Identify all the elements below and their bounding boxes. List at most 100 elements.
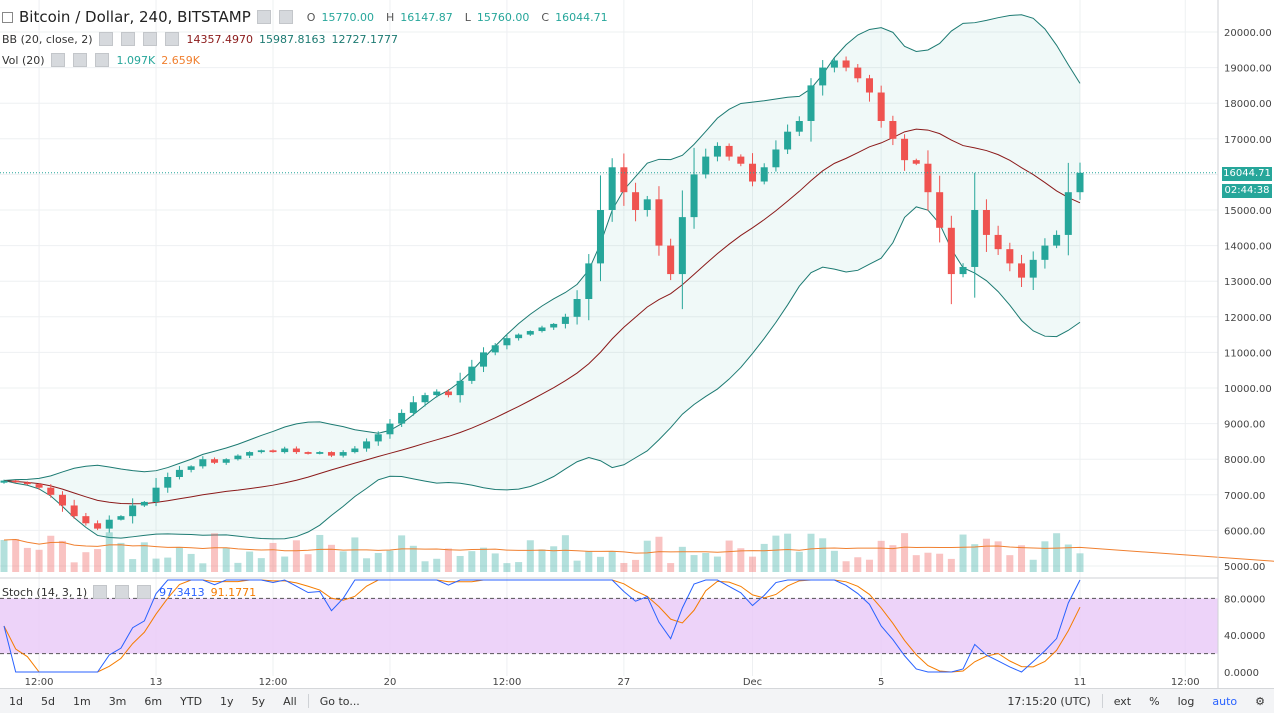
candle-body [538, 327, 546, 332]
volume-bar [573, 560, 581, 572]
ext-toggle[interactable]: ext [1113, 694, 1132, 708]
candle-body [433, 391, 441, 396]
volume-bar [643, 540, 651, 572]
volume-bar [620, 562, 628, 572]
volume-bar [503, 563, 511, 572]
add-icon[interactable] [142, 32, 157, 46]
toolbar-right: 17:15:20 (UTC) ext % log auto ⚙ [998, 694, 1274, 708]
candle-body [292, 448, 300, 453]
toolbar-divider [1101, 694, 1103, 708]
candle-body [35, 484, 43, 488]
volume-bar [971, 544, 979, 572]
percent-toggle[interactable]: % [1149, 694, 1160, 708]
range-1y[interactable]: 1y [220, 694, 234, 708]
price-tick-label: 5000.00 [1224, 562, 1265, 573]
candle-body [269, 450, 277, 453]
candle-body [889, 121, 897, 139]
candle-body [947, 227, 955, 275]
time-tick-label: 13 [150, 677, 163, 688]
candle-body [830, 60, 838, 68]
candle-body [865, 78, 873, 93]
range-6m[interactable]: 6m [144, 694, 163, 708]
volume-bar [444, 548, 452, 572]
volume-bar [737, 548, 745, 572]
settings-icon[interactable] [72, 53, 87, 67]
candle-body [842, 60, 850, 68]
vol-label: Vol (20) [2, 53, 45, 67]
candle-body [854, 67, 862, 79]
candle-body [1064, 192, 1072, 235]
time-tick-label: 12:00 [259, 677, 288, 688]
range-ytd[interactable]: YTD [180, 694, 203, 708]
candle-body [234, 455, 242, 460]
candle-body [281, 448, 289, 453]
volume-bar [561, 535, 569, 572]
candle-body [257, 450, 265, 453]
volume-bar [690, 555, 698, 572]
candle-body [561, 316, 569, 324]
volume-bar [363, 558, 371, 572]
collapse-icon[interactable] [2, 11, 13, 23]
stoch-tick-label: 40.0000 [1224, 631, 1265, 642]
vol-ma-value: 2.659K [161, 53, 200, 67]
bb-lower-line [3, 206, 1081, 540]
settings-icon[interactable] [256, 10, 271, 24]
settings-icon[interactable] [115, 585, 130, 599]
close-icon[interactable] [164, 32, 179, 46]
range-3m[interactable]: 3m [108, 694, 127, 708]
candle-body [58, 494, 66, 506]
volume-bar [456, 555, 464, 572]
settings-icon[interactable] [120, 32, 135, 46]
volume-bar [327, 544, 335, 572]
volume-bar [947, 558, 955, 572]
volume-bar [187, 553, 195, 572]
range-5y[interactable]: 5y [251, 694, 266, 708]
goto-button[interactable]: Go to... [319, 694, 360, 708]
candle-body [959, 266, 967, 275]
price-tick-label: 11000.00 [1224, 348, 1272, 359]
close-icon[interactable] [94, 53, 109, 67]
range-1m[interactable]: 1m [72, 694, 91, 708]
log-toggle[interactable]: log [1177, 694, 1195, 708]
range-1d[interactable]: 1d [9, 694, 23, 708]
bb-fill [4, 14, 1080, 539]
price-tick-label: 6000.00 [1224, 526, 1265, 537]
bb-upper-line [3, 14, 1081, 482]
range-all[interactable]: All [283, 694, 297, 708]
volume-bar [1006, 555, 1014, 572]
candle-body [82, 516, 90, 524]
volume-bar [725, 540, 733, 572]
volume-bar [117, 542, 125, 572]
time-tick-label: 20 [384, 677, 397, 688]
stoch-label: Stoch (14, 3, 1) [2, 585, 88, 599]
eye-icon[interactable] [278, 10, 293, 24]
volume-bar [678, 546, 686, 572]
close-icon[interactable] [137, 585, 152, 599]
volume-bar [515, 562, 523, 572]
eye-icon[interactable] [98, 32, 113, 46]
eye-icon[interactable] [93, 585, 108, 599]
volume-bar [491, 553, 499, 572]
stoch-k-value: 97.3413 [159, 585, 205, 599]
candle-body [678, 217, 686, 275]
bb-upper-value: 15987.8163 [258, 32, 326, 46]
candle-body [117, 516, 125, 520]
gear-icon[interactable]: ⚙ [1255, 694, 1265, 708]
candle-body [795, 121, 803, 132]
auto-toggle[interactable]: auto [1212, 694, 1238, 708]
candle-body [187, 466, 195, 470]
candle-body [327, 452, 335, 456]
time-tick-label: 12:00 [1171, 677, 1200, 688]
eye-icon[interactable] [50, 53, 65, 67]
price-axis: 5000.00 6000.00 7000.00 8000.00 9000.00 10000… [1224, 28, 1272, 573]
candle-body [0, 480, 8, 483]
volume-bar [784, 533, 792, 572]
candle-body [1029, 259, 1037, 278]
candle-body [760, 167, 768, 182]
range-5d[interactable]: 5d [40, 694, 55, 708]
candle-body [1041, 245, 1049, 260]
volume-bar [47, 535, 55, 572]
volume-bar [199, 563, 207, 572]
volume-bar [468, 551, 476, 572]
